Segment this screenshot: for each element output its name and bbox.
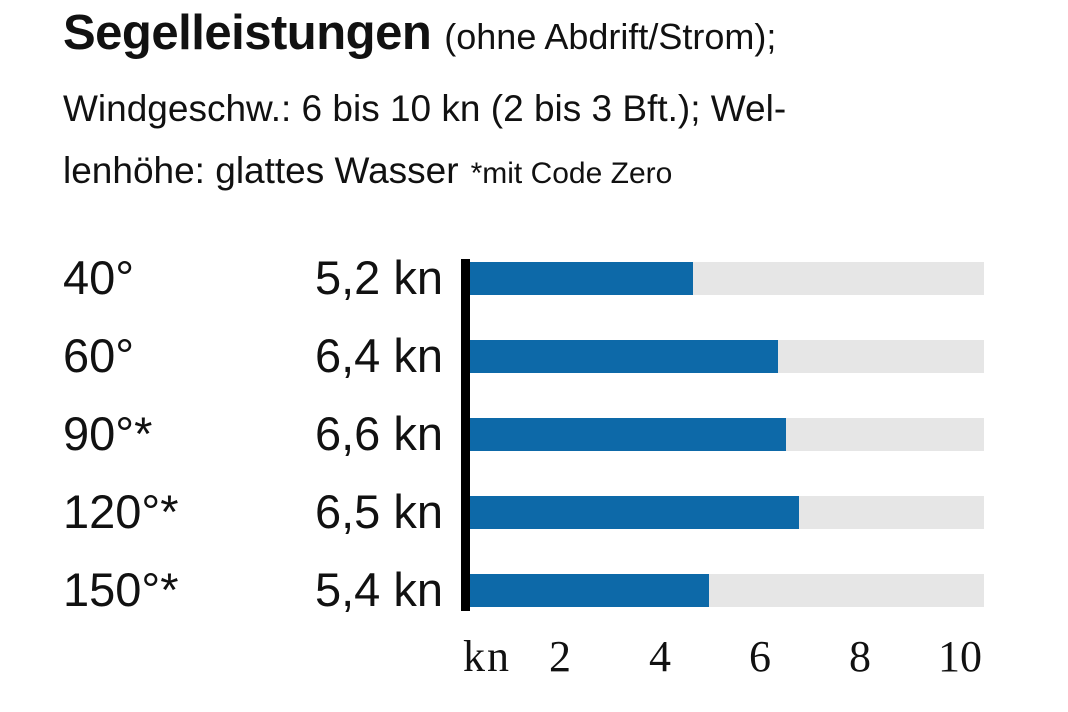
bar-90deg — [470, 418, 787, 451]
chart-header: Segelleistungen (ohne Abdrift/Strom); Win… — [63, 0, 786, 210]
chart-footnote: *mit Code Zero — [470, 157, 673, 190]
bar-40deg — [470, 262, 694, 295]
value-label: 6,6 kn — [314, 407, 443, 460]
category-label: 40° — [63, 251, 135, 304]
bar-60deg — [470, 340, 778, 373]
bar-track — [470, 340, 984, 373]
header-line-1: Segelleistungen (ohne Abdrift/Strom); — [63, 0, 786, 78]
bar-track — [470, 574, 984, 607]
x-axis-unit-label: kn — [463, 632, 511, 681]
x-axis-tick: 6 — [749, 632, 771, 681]
bar-150deg — [470, 574, 709, 607]
value-label: 5,4 kn — [314, 563, 443, 616]
chart-title: Segelleistungen — [63, 6, 432, 60]
category-label: 150°* — [63, 563, 179, 616]
chart-subtitle: lenhöhe: glattes Wasser — [63, 150, 459, 191]
category-label: 90°* — [63, 407, 153, 460]
y-axis-line — [461, 259, 470, 611]
header-line-3: lenhöhe: glattes Wasser *mit Code Zero — [63, 140, 786, 210]
x-axis-tick: 10 — [938, 632, 982, 681]
bar-track — [470, 496, 984, 529]
value-label: 5,2 kn — [314, 251, 443, 304]
category-label: 60° — [63, 329, 135, 382]
x-axis-tick: 4 — [649, 632, 671, 681]
x-axis: 2 4 6 8 10 — [460, 632, 982, 682]
x-axis-tick: 2 — [549, 632, 571, 681]
value-label: 6,5 kn — [314, 485, 443, 538]
bar-track — [470, 262, 984, 295]
x-axis-tick: 8 — [849, 632, 871, 681]
header-line-2: Windgeschw.: 6 bis 10 kn (2 bis 3 Bft.);… — [63, 88, 787, 129]
chart-title-note: (ohne Abdrift/Strom); — [444, 16, 777, 57]
bar-track — [470, 418, 984, 451]
bar-120deg — [470, 496, 799, 529]
value-label: 6,4 kn — [314, 329, 443, 382]
category-label: 120°* — [63, 485, 179, 538]
